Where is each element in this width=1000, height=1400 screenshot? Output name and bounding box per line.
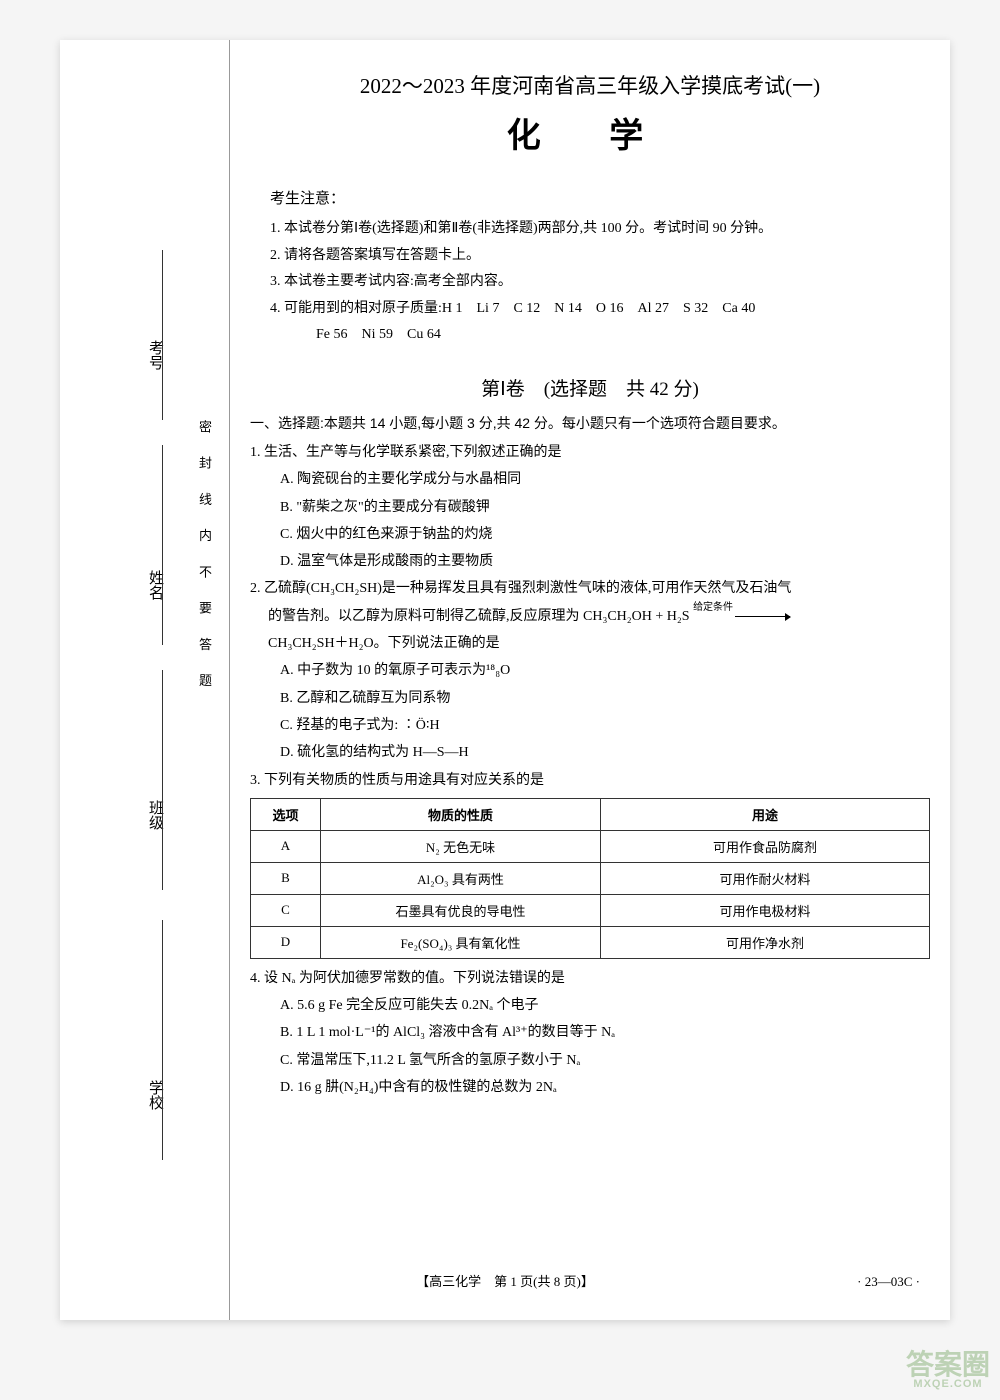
cell: B	[251, 862, 321, 894]
watermark-main: 答案圈	[906, 1351, 990, 1379]
q4-B: B. 1 L 1 mol·L⁻¹的 AlCl₃ 溶液中含有 Al³⁺的数目等于 …	[280, 1019, 930, 1046]
cell: 可用作净水剂	[601, 926, 930, 958]
q1-A: A. 陶瓷砚台的主要化学成分与水晶相同	[280, 466, 930, 493]
q4-C: C. 常温常压下,11.2 L 氢气所含的氢原子数小于 Nₐ	[280, 1047, 930, 1074]
binding-sidebar: 考号 姓名 班级 学校 密 封 线 内 不 要 答 题	[60, 40, 230, 1320]
table-row: C 石墨具有优良的导电性 可用作电极材料	[251, 894, 930, 926]
q2-C-formula: ∶Ö∶H	[402, 718, 440, 733]
q2-B: B. 乙醇和乙硫醇互为同系物	[280, 685, 930, 712]
section-1-header: 第Ⅰ卷 (选择题 共 42 分)	[250, 374, 930, 401]
q4-D: D. 16 g 肼(N₂H₄)中含有的极性键的总数为 2Nₐ	[280, 1074, 930, 1101]
page-footer: 【高三化学 第 1 页(共 8 页)】	[60, 1271, 950, 1290]
title-line-2: 化 学	[250, 108, 930, 157]
th-option: 选项	[251, 798, 321, 830]
cell: 石墨具有优良的导电性	[321, 894, 601, 926]
reaction-arrow-icon	[735, 616, 790, 617]
q2-line2: 的警告剂。以乙醇为原料可制得乙硫醇,反应原理为 CH₃CH₂OH + H₂S 给…	[268, 603, 930, 630]
cell: Fe₂(SO₄)₃ 具有氧化性	[321, 926, 601, 958]
q2-line3: CH₃CH₂SH＋H₂O。下列说法正确的是	[268, 630, 930, 657]
cell: C	[251, 894, 321, 926]
th-property: 物质的性质	[321, 798, 601, 830]
cell: 可用作食品防腐剂	[601, 830, 930, 862]
line-exam-number	[162, 250, 163, 420]
q3-table: 选项 物质的性质 用途 A N₂ 无色无味 可用作食品防腐剂 B Al₂O₃ 具…	[250, 798, 930, 959]
watermark: 答案圈 MXQE.COM	[906, 1351, 990, 1390]
line-class	[162, 670, 163, 890]
cell: A	[251, 830, 321, 862]
q3-stem: 3. 下列有关物质的性质与用途具有对应关系的是	[250, 767, 930, 794]
notice-1: 1. 本试卷分第Ⅰ卷(选择题)和第Ⅱ卷(非选择题)两部分,共 100 分。考试时…	[270, 216, 930, 243]
q4-A: A. 5.6 g Fe 完全反应可能失去 0.2Nₐ 个电子	[280, 992, 930, 1019]
content-area: 2022～2023 年度河南省高三年级入学摸底考试(一) 化 学 考生注意： 1…	[250, 70, 930, 1101]
line-name	[162, 445, 163, 645]
arrow-label: 给定条件	[693, 602, 733, 613]
notice-4: 4. 可能用到的相对原子质量:H 1 Li 7 C 12 N 14 O 16 A…	[270, 296, 930, 323]
watermark-sub: MXQE.COM	[906, 1379, 990, 1390]
cell: N₂ 无色无味	[321, 830, 601, 862]
notice-2: 2. 请将各题答案填写在答题卡上。	[270, 243, 930, 270]
notice-4b: Fe 56 Ni 59 Cu 64	[302, 322, 930, 349]
line-school	[162, 920, 163, 1160]
cell: D	[251, 926, 321, 958]
q2-line1: 2. 乙硫醇(CH₃CH₂SH)是一种易挥发且具有强烈刺激性气味的液体,可用作天…	[250, 575, 930, 602]
cell: 可用作耐火材料	[601, 862, 930, 894]
table-row: B Al₂O₃ 具有两性 可用作耐火材料	[251, 862, 930, 894]
q2-C: C. 羟基的电子式为: ∶Ö∶H	[280, 712, 930, 739]
cell: Al₂O₃ 具有两性	[321, 862, 601, 894]
q2-A: A. 中子数为 10 的氧原子可表示为¹⁸₈O	[280, 657, 930, 684]
section-1-sub: 一、选择题:本题共 14 小题,每小题 3 分,共 42 分。每小题只有一个选项…	[250, 413, 930, 433]
cell: 可用作电极材料	[601, 894, 930, 926]
q1-B: B. "薪柴之灰"的主要成分有碳酸钾	[280, 494, 930, 521]
q1-stem: 1. 生活、生产等与化学联系紧密,下列叙述正确的是	[250, 439, 930, 466]
q1-D: D. 温室气体是形成酸雨的主要物质	[280, 548, 930, 575]
q4-stem: 4. 设 Nₐ 为阿伏加德罗常数的值。下列说法错误的是	[250, 965, 930, 992]
title-line-1: 2022～2023 年度河南省高三年级入学摸底考试(一)	[250, 70, 930, 100]
seal-line-text: 密 封 线 内 不 要 答 题	[195, 420, 214, 697]
page-code: · 23—03C ·	[857, 1274, 920, 1290]
q2-C-pre: C. 羟基的电子式为:	[280, 718, 398, 733]
table-header-row: 选项 物质的性质 用途	[251, 798, 930, 830]
q1-C: C. 烟火中的红色来源于钠盐的灼烧	[280, 521, 930, 548]
notice-header: 考生注意：	[270, 187, 930, 208]
table-row: A N₂ 无色无味 可用作食品防腐剂	[251, 830, 930, 862]
table-row: D Fe₂(SO₄)₃ 具有氧化性 可用作净水剂	[251, 926, 930, 958]
th-use: 用途	[601, 798, 930, 830]
q2-line2a: 的警告剂。以乙醇为原料可制得乙硫醇,反应原理为 CH₃CH₂OH + H₂S	[268, 609, 690, 624]
q2-D: D. 硫化氢的结构式为 H—S—H	[280, 739, 930, 766]
exam-page: 考号 姓名 班级 学校 密 封 线 内 不 要 答 题 2022～2023 年度…	[60, 40, 950, 1320]
notice-3: 3. 本试卷主要考试内容:高考全部内容。	[270, 269, 930, 296]
